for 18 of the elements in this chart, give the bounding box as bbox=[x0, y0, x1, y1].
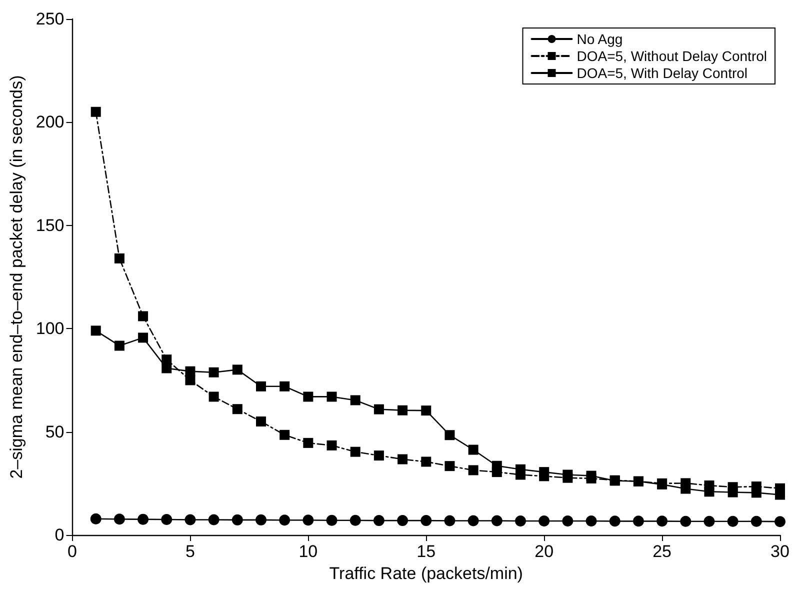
legend-label: No Agg bbox=[576, 31, 623, 47]
y-tick-label: 50 bbox=[45, 422, 64, 442]
x-axis-title: Traffic Rate (packets/min) bbox=[329, 564, 523, 583]
x-tick-label: 5 bbox=[185, 542, 195, 561]
y-tick-label: 150 bbox=[36, 216, 64, 235]
x-tick-label: 0 bbox=[68, 542, 77, 561]
y-tick-label: 250 bbox=[36, 10, 64, 28]
legend-label: DOA=5, With Delay Control bbox=[576, 65, 748, 81]
x-tick-label: 15 bbox=[416, 542, 436, 561]
legend-label: DOA=5, Without Delay Control bbox=[576, 48, 768, 64]
y-tick-label: 0 bbox=[54, 526, 64, 544]
y-tick-label: 100 bbox=[36, 319, 64, 338]
x-tick-label: 30 bbox=[770, 542, 790, 561]
x-tick-label: 20 bbox=[534, 542, 554, 561]
y-tick-label: 200 bbox=[36, 112, 64, 132]
y-axis-title: 2–sigma mean end–to–end packet delay (in seconds) bbox=[7, 75, 26, 479]
x-tick-label: 25 bbox=[652, 542, 672, 561]
x-tick-label: 10 bbox=[298, 542, 318, 561]
